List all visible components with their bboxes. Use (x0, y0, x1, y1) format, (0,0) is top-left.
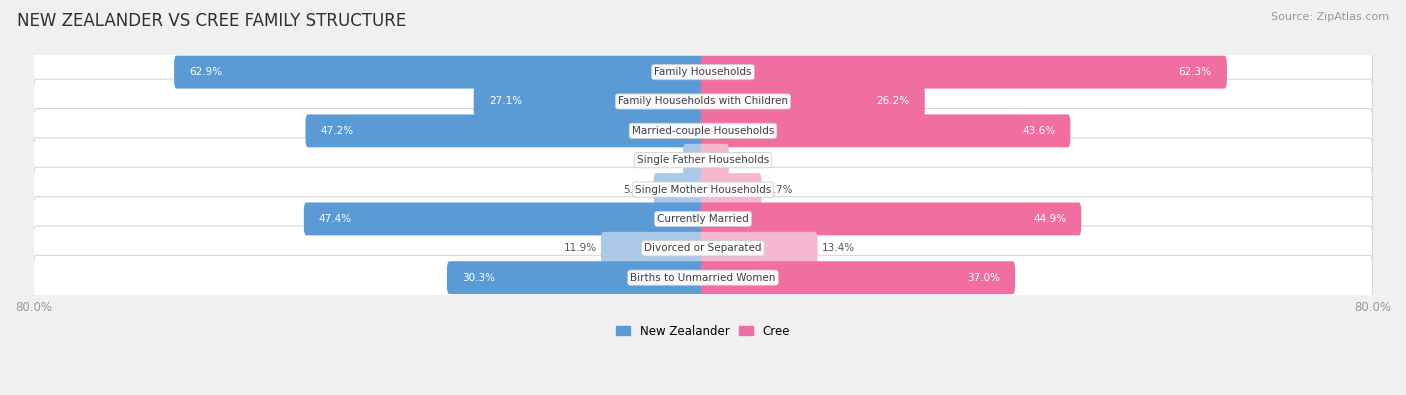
Text: 47.2%: 47.2% (321, 126, 354, 136)
Text: 2.1%: 2.1% (652, 155, 679, 165)
Text: 27.1%: 27.1% (489, 96, 522, 107)
Text: Births to Unmarried Women: Births to Unmarried Women (630, 273, 776, 283)
Text: 44.9%: 44.9% (1033, 214, 1066, 224)
Text: Currently Married: Currently Married (657, 214, 749, 224)
FancyBboxPatch shape (683, 144, 706, 177)
Text: 62.3%: 62.3% (1178, 67, 1212, 77)
FancyBboxPatch shape (174, 56, 706, 88)
FancyBboxPatch shape (34, 50, 1372, 94)
FancyBboxPatch shape (700, 144, 728, 177)
FancyBboxPatch shape (700, 203, 1081, 235)
FancyBboxPatch shape (700, 232, 818, 265)
FancyBboxPatch shape (700, 56, 1227, 88)
FancyBboxPatch shape (304, 203, 706, 235)
Text: 43.6%: 43.6% (1022, 126, 1056, 136)
FancyBboxPatch shape (654, 173, 706, 206)
FancyBboxPatch shape (700, 85, 925, 118)
FancyBboxPatch shape (34, 167, 1372, 212)
FancyBboxPatch shape (34, 226, 1372, 271)
Text: 26.2%: 26.2% (876, 96, 910, 107)
Text: 11.9%: 11.9% (564, 243, 596, 253)
FancyBboxPatch shape (474, 85, 706, 118)
FancyBboxPatch shape (700, 173, 762, 206)
Text: 47.4%: 47.4% (319, 214, 352, 224)
Text: Single Mother Households: Single Mother Households (636, 184, 770, 195)
FancyBboxPatch shape (600, 232, 706, 265)
Text: 6.7%: 6.7% (766, 184, 792, 195)
FancyBboxPatch shape (700, 115, 1070, 147)
FancyBboxPatch shape (447, 261, 706, 294)
Text: Family Households with Children: Family Households with Children (619, 96, 787, 107)
Text: Married-couple Households: Married-couple Households (631, 126, 775, 136)
FancyBboxPatch shape (34, 109, 1372, 153)
Text: 37.0%: 37.0% (967, 273, 1000, 283)
Text: Source: ZipAtlas.com: Source: ZipAtlas.com (1271, 12, 1389, 22)
FancyBboxPatch shape (305, 115, 706, 147)
Text: NEW ZEALANDER VS CREE FAMILY STRUCTURE: NEW ZEALANDER VS CREE FAMILY STRUCTURE (17, 12, 406, 30)
Text: Divorced or Separated: Divorced or Separated (644, 243, 762, 253)
FancyBboxPatch shape (34, 138, 1372, 182)
Text: 13.4%: 13.4% (823, 243, 855, 253)
Text: 2.8%: 2.8% (733, 155, 759, 165)
FancyBboxPatch shape (700, 261, 1015, 294)
Legend: New Zealander, Cree: New Zealander, Cree (612, 320, 794, 342)
FancyBboxPatch shape (34, 79, 1372, 124)
FancyBboxPatch shape (34, 255, 1372, 300)
Text: 5.6%: 5.6% (623, 184, 650, 195)
Text: 30.3%: 30.3% (463, 273, 495, 283)
Text: Single Father Households: Single Father Households (637, 155, 769, 165)
FancyBboxPatch shape (34, 197, 1372, 241)
Text: 62.9%: 62.9% (190, 67, 222, 77)
Text: Family Households: Family Households (654, 67, 752, 77)
